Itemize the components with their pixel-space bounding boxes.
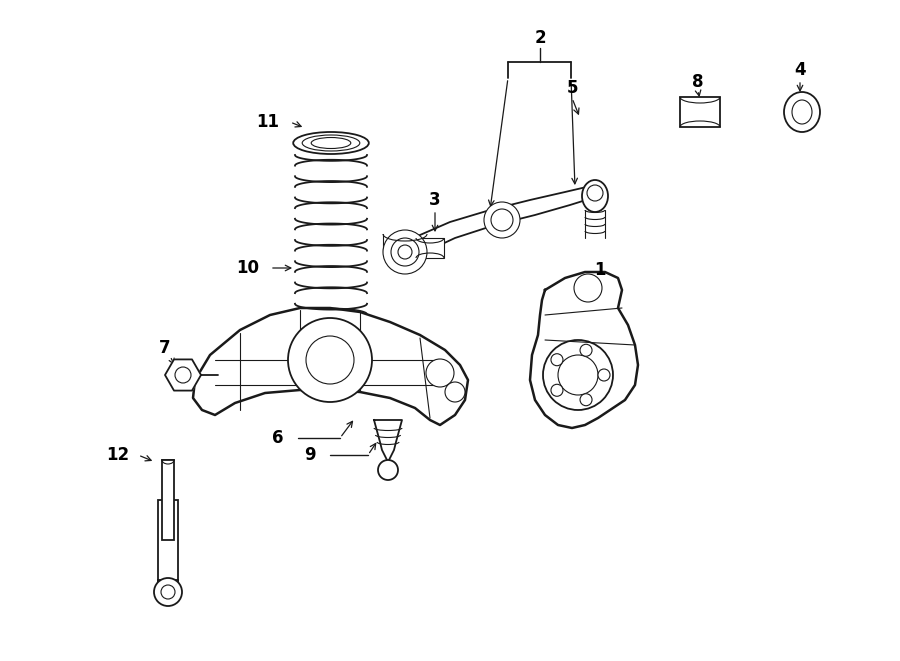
Text: 4: 4	[794, 61, 806, 79]
Polygon shape	[165, 360, 201, 391]
Circle shape	[426, 359, 454, 387]
Circle shape	[161, 585, 175, 599]
Circle shape	[391, 238, 419, 266]
Text: 3: 3	[429, 191, 441, 209]
Circle shape	[574, 274, 602, 302]
Text: 10: 10	[237, 259, 259, 277]
Circle shape	[445, 382, 465, 402]
Text: 8: 8	[692, 73, 704, 91]
Text: 2: 2	[535, 29, 545, 47]
Circle shape	[306, 336, 354, 384]
Ellipse shape	[302, 135, 360, 151]
Text: 6: 6	[272, 429, 284, 447]
Circle shape	[491, 209, 513, 231]
Text: 7: 7	[159, 339, 171, 357]
Circle shape	[378, 460, 398, 480]
Bar	[158, 500, 178, 590]
Ellipse shape	[792, 100, 812, 124]
Circle shape	[551, 384, 563, 397]
Circle shape	[383, 230, 427, 274]
Circle shape	[288, 318, 372, 402]
Text: 5: 5	[566, 79, 578, 97]
Circle shape	[398, 245, 412, 259]
Bar	[680, 97, 720, 127]
Polygon shape	[530, 272, 638, 428]
Circle shape	[484, 202, 520, 238]
Circle shape	[580, 344, 592, 356]
Circle shape	[551, 354, 563, 366]
Circle shape	[587, 185, 603, 201]
Ellipse shape	[784, 92, 820, 132]
Polygon shape	[374, 420, 402, 462]
Bar	[162, 460, 174, 540]
Circle shape	[598, 369, 610, 381]
Circle shape	[154, 578, 182, 606]
Ellipse shape	[311, 137, 351, 149]
Text: 1: 1	[594, 261, 606, 279]
Circle shape	[580, 394, 592, 406]
Polygon shape	[395, 185, 602, 260]
Circle shape	[558, 355, 598, 395]
Polygon shape	[193, 308, 468, 425]
Text: 11: 11	[256, 113, 280, 131]
Text: 12: 12	[106, 446, 130, 464]
Bar	[416, 238, 444, 258]
Text: 9: 9	[304, 446, 316, 464]
Circle shape	[175, 367, 191, 383]
Circle shape	[543, 340, 613, 410]
Ellipse shape	[293, 132, 369, 154]
Ellipse shape	[582, 180, 608, 212]
